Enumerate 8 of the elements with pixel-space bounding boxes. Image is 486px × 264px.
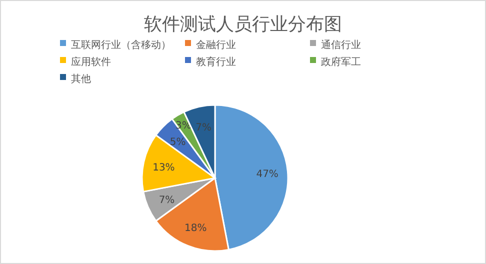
title: 软件测试人员行业分布图 (144, 14, 342, 35)
legend-label: 应用软件 (71, 56, 111, 68)
legend-label: 政府军工 (321, 56, 361, 68)
legend-label: 其他 (71, 73, 91, 85)
legend-label: 互联网行业（含移动） (71, 39, 171, 51)
legend-label: 通信行业 (321, 39, 361, 51)
legend-label: 金融行业 (196, 39, 236, 51)
legend-label: 教育行业 (196, 56, 236, 68)
